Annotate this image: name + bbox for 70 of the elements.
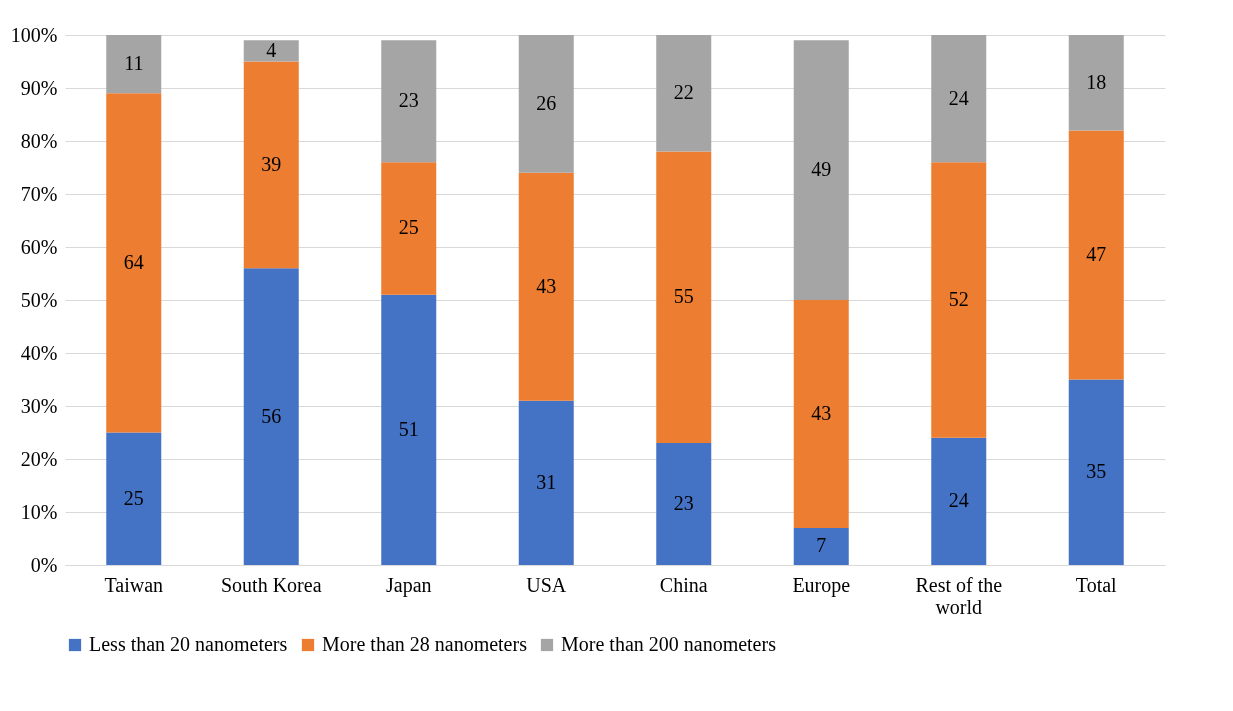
bar <box>793 527 849 565</box>
data-label: 24 <box>948 86 969 109</box>
bar <box>106 35 162 94</box>
bar <box>656 35 712 152</box>
data-label: 24 <box>948 489 969 512</box>
data-label: 49 <box>811 158 832 181</box>
y-tick-label: 100% <box>10 23 58 46</box>
bar <box>931 437 987 565</box>
y-tick-label: 90% <box>20 76 58 99</box>
y-tick-label: 70% <box>20 182 58 205</box>
bar <box>1068 35 1124 131</box>
x-tick-label: Japan <box>385 573 432 597</box>
data-label: 25 <box>398 216 419 239</box>
x-tick-label: Taiwan <box>104 573 164 596</box>
legend-label: More than 28 nanometers <box>322 633 528 655</box>
bar <box>243 61 299 269</box>
bar <box>793 40 849 300</box>
data-label: 47 <box>1086 242 1107 265</box>
data-label: 64 <box>123 250 144 273</box>
data-label: 11 <box>124 52 144 75</box>
data-label: 52 <box>948 288 969 310</box>
bar <box>243 40 299 62</box>
bar <box>1068 379 1124 565</box>
y-tick-label: 50% <box>20 288 58 311</box>
bar <box>381 40 437 163</box>
y-tick-label: 10% <box>20 500 58 523</box>
data-label: 25 <box>123 486 144 509</box>
bar <box>931 35 987 163</box>
data-label: 18 <box>1086 70 1107 93</box>
data-label: 55 <box>673 285 694 308</box>
bar <box>381 162 437 295</box>
bar <box>518 35 574 173</box>
y-tick-label: 30% <box>20 394 58 417</box>
data-label: 31 <box>536 470 557 493</box>
bar <box>1068 130 1124 380</box>
bar <box>931 162 987 438</box>
legend-label: More than 200 nanometers <box>561 633 777 655</box>
y-tick-label: 60% <box>20 235 58 258</box>
data-label: 7 <box>816 534 827 557</box>
data-label: 51 <box>398 417 419 440</box>
x-tick-label: China <box>659 573 708 596</box>
bar <box>793 300 849 528</box>
data-label: 23 <box>673 492 694 515</box>
bar <box>106 432 162 565</box>
data-label: 43 <box>536 274 557 297</box>
y-tick-label: 40% <box>20 341 58 364</box>
data-label: 22 <box>673 81 694 104</box>
y-tick-label: 0% <box>30 553 58 576</box>
data-label: 56 <box>261 404 282 427</box>
data-label: 23 <box>398 89 419 112</box>
bar <box>656 151 712 444</box>
x-tick-label: Europe <box>792 573 851 597</box>
legend-label: Less than 20 nanometers <box>89 633 288 655</box>
x-tick-label: Rest of the world <box>915 573 1003 618</box>
y-tick-label: 80% <box>20 129 58 152</box>
x-tick-label: USA <box>526 573 567 596</box>
data-label: 43 <box>811 401 832 424</box>
data-label: 35 <box>1086 460 1107 483</box>
bar <box>518 172 574 401</box>
bar <box>106 93 162 433</box>
data-label: 39 <box>261 152 282 175</box>
data-label: 4 <box>266 38 277 61</box>
x-tick-label: Total <box>1075 573 1118 596</box>
x-tick-label: South Korea <box>220 573 322 596</box>
y-tick-label: 20% <box>20 447 58 470</box>
bar <box>518 400 574 565</box>
bar <box>656 443 712 565</box>
data-label: 26 <box>536 91 557 114</box>
bar <box>381 294 437 565</box>
bar <box>243 268 299 565</box>
